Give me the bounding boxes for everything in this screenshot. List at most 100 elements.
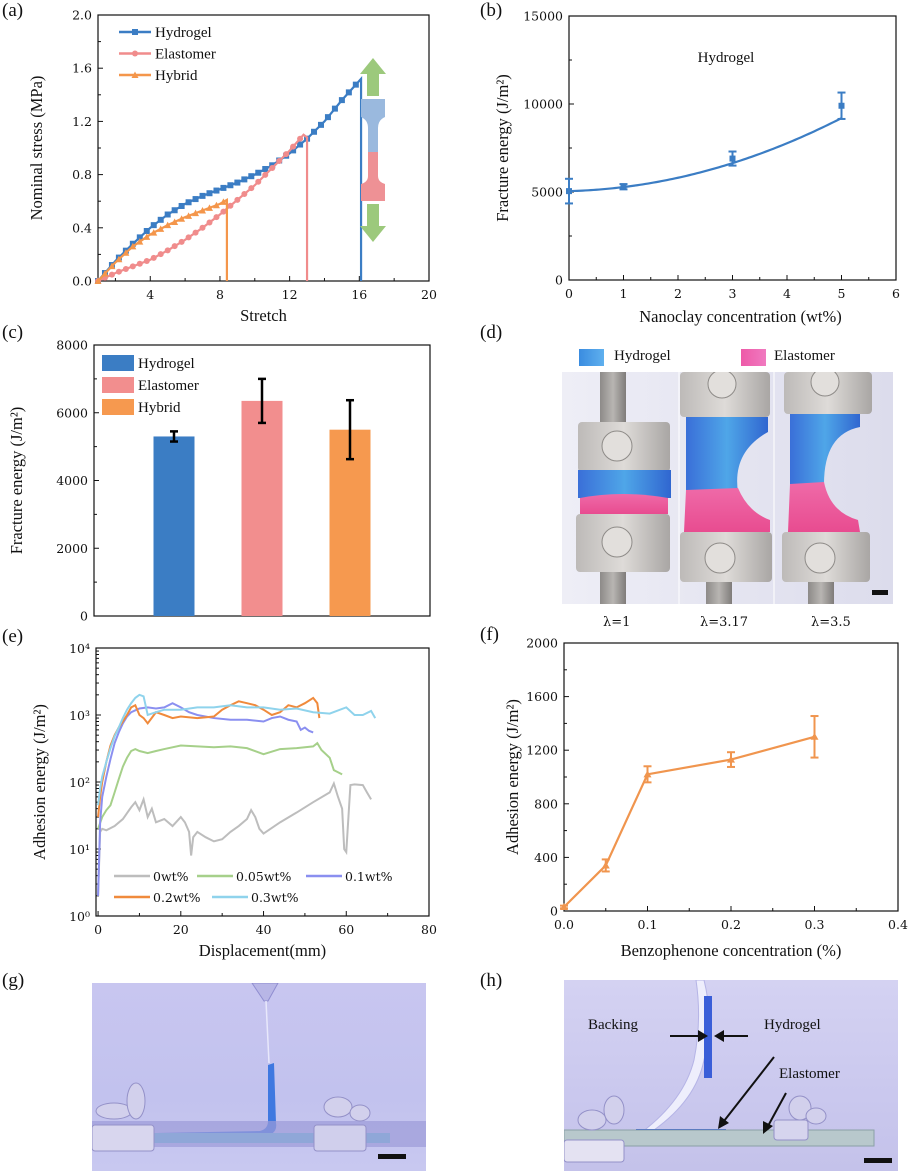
plot-frame	[97, 14, 430, 282]
series-line-0-05wtpct	[97, 741, 343, 830]
data-point	[219, 198, 227, 205]
data-point	[185, 199, 192, 206]
data-point	[324, 114, 331, 121]
arrow-hydrogel-icon	[718, 1056, 775, 1129]
x-tick-label: 16	[351, 287, 367, 302]
data-point	[643, 770, 652, 778]
panel-g-photo	[92, 983, 426, 1171]
x-tick-label: 5	[838, 286, 846, 301]
caption-lambda-3-5: λ=3.5	[811, 615, 851, 630]
data-point	[227, 182, 234, 189]
frame-lambda-1	[576, 372, 671, 604]
x-tick-label: 12	[282, 287, 298, 302]
data-point	[227, 202, 234, 209]
data-point	[199, 192, 206, 199]
legend-label-hydrogel: Hydrogel	[138, 356, 195, 372]
data-point	[157, 251, 164, 258]
data-point	[101, 270, 109, 277]
panel-label-g: (g)	[2, 970, 25, 991]
scale-bar-icon	[864, 1158, 892, 1163]
legend-label-elastomer: Elastomer	[774, 348, 835, 364]
series-hybrid	[94, 197, 229, 284]
data-point	[108, 271, 115, 278]
data-point	[727, 755, 735, 763]
bar-hybrid	[329, 429, 371, 616]
arrow-up-icon	[360, 58, 386, 96]
fit-curve	[568, 117, 842, 193]
data-point	[212, 201, 220, 209]
data-point	[234, 179, 241, 186]
data-point	[136, 234, 143, 241]
panel-label-e: (e)	[2, 626, 24, 647]
peel-test-photo-g	[92, 983, 426, 1159]
data-point	[115, 268, 122, 275]
legend-label: 0.1wt%	[345, 869, 393, 884]
x-tick-label: 0.0	[554, 917, 574, 932]
x-axis-title: Displacement(mm)	[199, 941, 326, 960]
data-point	[255, 178, 262, 185]
y-tick-label: 10²	[69, 775, 90, 790]
data-point	[620, 183, 627, 190]
data-point	[150, 222, 157, 229]
series-line	[97, 75, 363, 282]
data-point	[601, 861, 610, 869]
annotation-backing: Backing	[588, 1017, 638, 1033]
x-tick-label: 20	[421, 287, 437, 302]
y-tick-label: 10¹	[69, 842, 90, 857]
data-point	[178, 215, 186, 222]
frame-lambda-3-17	[678, 372, 772, 604]
data-point	[290, 143, 297, 150]
data-point	[164, 247, 171, 254]
frame-lambda-3-5	[773, 372, 872, 604]
data-point	[131, 71, 139, 78]
data-point	[317, 121, 324, 128]
legend-label: 0.05wt%	[236, 869, 292, 884]
bar-hydrogel	[153, 436, 195, 616]
data-point	[129, 263, 136, 270]
x-tick-label: 1	[620, 286, 628, 301]
y-tick-label: 0.4	[72, 220, 92, 235]
panel-label-f: (f)	[480, 624, 499, 645]
legend-label-elastomer: Elastomer	[138, 378, 199, 394]
scale-bar-icon	[872, 590, 888, 595]
legend-label: 0wt%	[153, 869, 189, 884]
y-tick-label: 15000	[523, 9, 563, 24]
y-tick-label: 1200	[526, 743, 558, 758]
y-tick-label: 2.0	[72, 8, 92, 23]
data-point	[262, 166, 269, 173]
data-point	[838, 102, 845, 109]
data-point	[178, 202, 185, 209]
chart-e-adhesion-displacement: 10⁰ 10¹ 10² 10³ 10⁴ 0 20 40 60 80 Displacement(mm)…	[30, 641, 437, 960]
y-tick-label: 10000	[523, 97, 563, 112]
data-point	[205, 204, 213, 211]
chart-annotation-hydrogel: Hydrogel	[698, 50, 755, 66]
chart-c-fracture-bars: 0 2000 4000 6000 8000 Fracture energy (J/m²) H…	[7, 338, 431, 624]
caption-lambda-1: λ=1	[603, 615, 631, 630]
data-point	[143, 258, 150, 265]
panel-d-photo	[562, 372, 893, 604]
data-point	[345, 89, 352, 96]
data-point	[241, 176, 248, 183]
data-point	[108, 262, 116, 270]
data-point	[129, 242, 137, 250]
data-point	[115, 255, 123, 263]
tensile-test-photos	[562, 372, 893, 604]
data-point	[132, 50, 138, 57]
data-point	[164, 211, 171, 218]
specimen-inset-icon	[360, 58, 386, 242]
data-point	[94, 277, 102, 284]
data-point	[560, 902, 568, 910]
series-line	[97, 197, 229, 282]
y-axis-title: Adhesion energy (J/m²)	[503, 699, 522, 855]
legend-label: 0.2wt%	[153, 890, 201, 905]
y-tick-label: 800	[534, 796, 558, 811]
data-point	[157, 225, 165, 232]
data-point	[150, 229, 158, 236]
y-tick-label: 2000	[526, 636, 558, 651]
plot-frame	[563, 642, 899, 912]
data-point	[178, 238, 185, 245]
series-line-0-3wtpct	[97, 693, 377, 806]
x-tick-label: 80	[421, 922, 437, 937]
annotation-elastomer: Elastomer	[779, 1066, 840, 1082]
data-point	[122, 249, 130, 256]
